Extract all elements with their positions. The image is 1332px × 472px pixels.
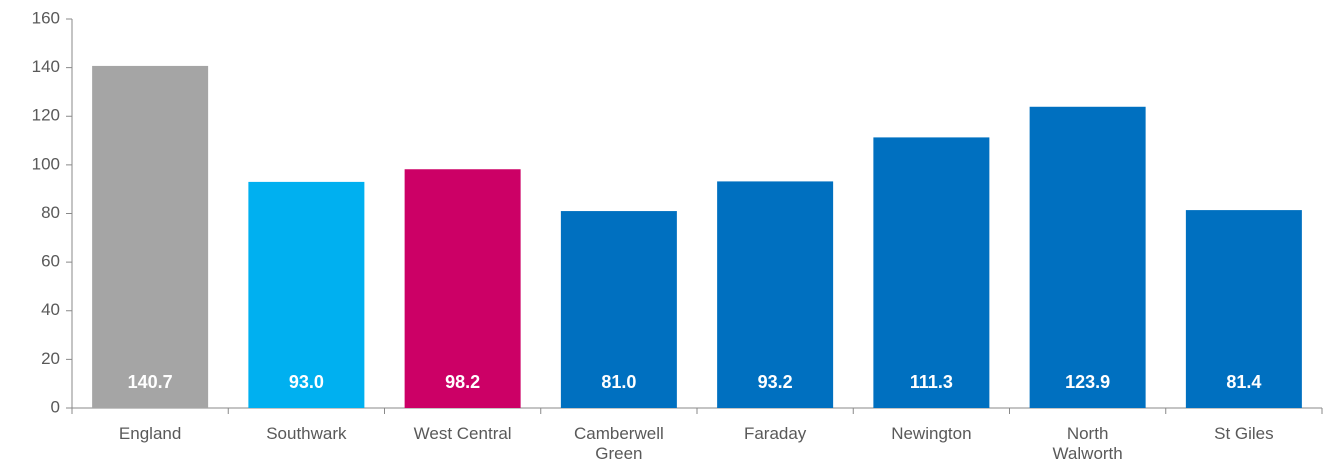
y-tick-label: 20: [41, 349, 60, 368]
y-tick-label: 140: [32, 57, 60, 76]
bar: [248, 181, 365, 408]
y-tick-label: 160: [32, 8, 60, 27]
x-tick-label: England: [118, 424, 182, 443]
value-label: 81.0: [601, 372, 636, 392]
bar: [717, 181, 834, 408]
x-tick-label: St Giles: [1214, 424, 1274, 443]
bar: [1185, 210, 1302, 408]
value-label: 93.2: [758, 372, 793, 392]
bar: [404, 169, 521, 408]
x-tick-label: Faraday: [743, 424, 807, 443]
value-label: 98.2: [445, 372, 480, 392]
value-label: 140.7: [128, 372, 173, 392]
value-label: 111.3: [910, 372, 953, 392]
y-tick-label: 100: [32, 154, 60, 173]
x-tick-label: Southwark: [266, 424, 347, 443]
x-tick-label: West Central: [413, 424, 512, 443]
y-tick-label: 120: [32, 106, 60, 125]
bar: [92, 65, 209, 408]
bar: [560, 211, 677, 408]
value-label: 81.4: [1226, 372, 1261, 392]
y-tick-label: 0: [51, 397, 60, 416]
bar: [873, 137, 990, 409]
bar: [1029, 106, 1146, 408]
x-tick-label: Newington: [891, 424, 972, 443]
y-tick-label: 40: [41, 300, 60, 319]
y-tick-label: 80: [41, 203, 60, 222]
x-tick-label: Camberwell Green: [574, 424, 664, 463]
y-tick-label: 60: [41, 252, 60, 271]
value-label: 123.9: [1065, 372, 1110, 392]
value-label: 93.0: [289, 372, 324, 392]
x-tick-label: North Walworth: [1052, 424, 1123, 463]
